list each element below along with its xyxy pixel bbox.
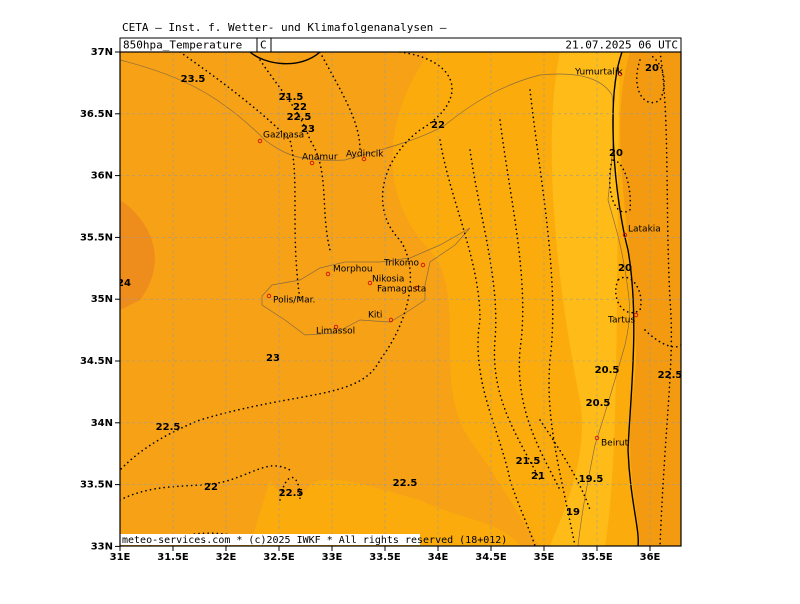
contour-label: 21.5 [279, 92, 304, 103]
city-marker [420, 262, 426, 268]
contour-label: 20 [645, 63, 659, 74]
contour-label: 23 [301, 124, 315, 135]
contour-label: 23.5 [181, 74, 206, 85]
city-label: Limassol [316, 327, 355, 337]
city-marker [257, 138, 263, 144]
contour-label: 19.5 [579, 474, 604, 485]
city-marker [361, 156, 367, 162]
lon-tick-label: 33.5E [369, 552, 401, 563]
institute: CETA – Inst. f. Wetter- und Klimafolgena… [122, 21, 447, 34]
footer-bg [120, 534, 420, 545]
city-label: Tartus [607, 316, 635, 326]
lat-tick-label: 35.5N [80, 232, 113, 243]
city-marker [388, 317, 394, 323]
shade [250, 479, 520, 546]
lon-tick-label: 32.5E [263, 552, 295, 563]
coastline [261, 227, 471, 336]
city-marker [594, 435, 600, 441]
shade [120, 200, 155, 310]
valid-time: 21.07.2025 06 UTC [565, 39, 678, 52]
unit: C [260, 39, 267, 52]
footer: meteo-services.com * (c)2025 IWKF * All … [122, 535, 507, 546]
lat-tick-label: 37N [91, 47, 113, 58]
city-marker [622, 232, 628, 238]
contour-label: 21.5 [516, 456, 541, 467]
city-marker [309, 160, 315, 166]
lat-tick-label: 36.5N [80, 109, 113, 120]
contour-label: 24 [117, 278, 131, 289]
city-label: Morphou [333, 265, 373, 275]
contour-label: 23 [266, 353, 280, 364]
lon-tick-label: 32E [216, 552, 237, 563]
labels: Gazipasa Anamur Aydincik Yumurtalik Latakia T… [117, 63, 683, 518]
city-label: Aydincik [346, 150, 384, 160]
lon-tick-label: 35E [534, 552, 555, 563]
city-label: Trikomo [383, 259, 420, 269]
city-label: Gazipasa [263, 131, 304, 141]
contour-label: 22.5 [279, 488, 304, 499]
lon-tick-label: 34.5E [475, 552, 507, 563]
contour-label: 20 [618, 263, 632, 274]
contour-label: 20 [609, 148, 623, 159]
city-marker [367, 280, 373, 286]
lat-tick-label: 33.5N [80, 480, 113, 491]
city-marker [633, 312, 639, 318]
contour-label: 20.5 [595, 365, 620, 376]
lon-tick-label: 35.5E [581, 552, 613, 563]
contour-label: 22 [204, 482, 218, 493]
city-label: Kiti [368, 311, 382, 321]
coastline [120, 59, 630, 546]
contour-label: 21 [531, 471, 545, 482]
contour-label: 22 [431, 120, 445, 131]
lon-tick-label: 34E [428, 552, 449, 563]
lon-tick-label: 33E [322, 552, 343, 563]
lon-tick-label: 31E [110, 552, 131, 563]
lat-tick-label: 36N [91, 171, 113, 182]
lon-tick-label: 36E [640, 552, 661, 563]
lat-tick-label: 34N [91, 418, 113, 429]
grid [120, 52, 681, 546]
city-label: Anamur [302, 153, 338, 163]
contour-label: 22 [293, 102, 307, 113]
city-label: Nikosia [372, 275, 404, 285]
city-label: Polis/Mar. [273, 296, 315, 306]
field-name: 850hpa_Temperature [123, 39, 242, 52]
city-marker [617, 71, 623, 77]
contour-label: 22.5 [287, 112, 312, 123]
city-marker [325, 271, 331, 277]
contour-label: 19 [566, 507, 580, 518]
city-label: Latakia [628, 225, 661, 235]
contour-label: 20.5 [586, 398, 611, 409]
contour-label: 22.5 [393, 478, 418, 489]
contour-label: 22.5 [156, 422, 181, 433]
lat-tick-label: 33N [91, 541, 113, 552]
lon-tick-label: 31.5E [157, 552, 189, 563]
city-marker [414, 285, 420, 291]
city-marker [333, 324, 339, 330]
contour-label: 22.5 [658, 370, 683, 381]
axes: 31E 31.5E 32E 32.5E 33E 33.5E 34E 34.5E 35E 35.5E… [80, 47, 661, 563]
lat-tick-label: 35N [91, 294, 113, 305]
city-label: Famagusta [377, 285, 426, 295]
city-label: Yumurtalik [574, 68, 623, 78]
field: Gazipasa Anamur Aydincik Yumurtalik Latakia T… [117, 52, 683, 546]
contour-line [249, 52, 321, 65]
lat-tick-label: 34.5N [80, 356, 113, 367]
city-label: Beirut [601, 439, 629, 449]
contour-line [612, 52, 639, 546]
city-marker [266, 293, 272, 299]
